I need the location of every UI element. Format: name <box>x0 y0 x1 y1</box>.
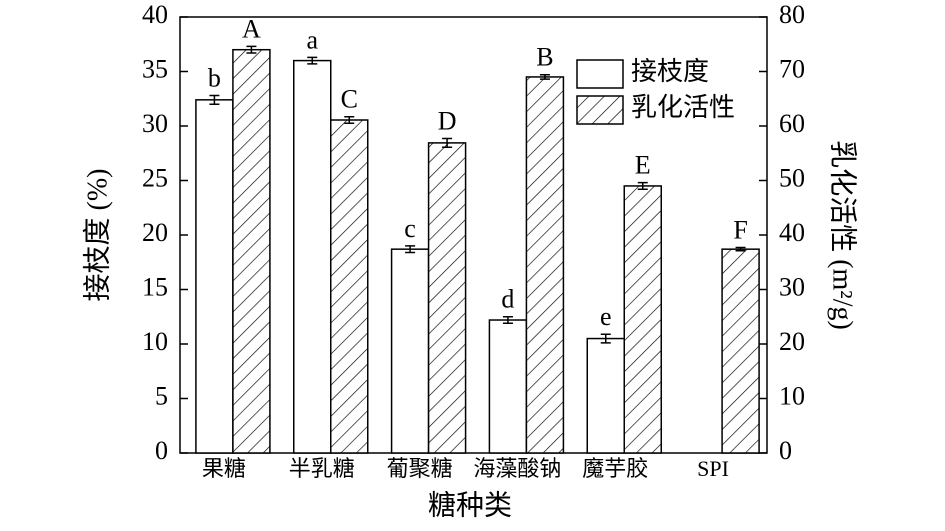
y2-axis-label: 乳化活性 (m²/g) <box>827 140 859 330</box>
bar <box>721 248 760 454</box>
error-bar <box>209 94 220 105</box>
bar <box>390 248 430 454</box>
bar <box>330 119 369 454</box>
y-tick-label: 35 <box>142 54 168 83</box>
y-tick-label: 20 <box>142 218 168 247</box>
y-tick-label: 10 <box>142 327 168 356</box>
significance-label: E <box>635 151 651 180</box>
x-tick-label: 海藻酸钠 <box>473 456 561 481</box>
bar <box>623 185 662 454</box>
bar <box>195 99 234 454</box>
y2-tick-label: 0 <box>779 436 792 465</box>
y-tick-label: 25 <box>142 163 168 192</box>
y2-tick-label: 30 <box>779 272 805 301</box>
error-bar <box>344 115 355 125</box>
significance-label: B <box>536 43 553 72</box>
x-tick-label: 果糖 <box>202 456 246 481</box>
error-bar <box>735 246 746 252</box>
y2-tick-label: 80 <box>779 0 805 29</box>
y-tick-label: 0 <box>155 436 168 465</box>
significance-label: e <box>600 302 612 331</box>
x-tick-label: 半乳糖 <box>289 456 355 481</box>
significance-label: d <box>501 285 514 314</box>
legend-swatch <box>576 95 624 125</box>
significance-label: D <box>438 107 457 136</box>
legend-swatch <box>576 59 624 89</box>
error-bar <box>246 45 257 54</box>
error-bar <box>600 333 611 344</box>
y-axis-label: 接枝度 (%) <box>81 169 113 302</box>
y2-tick-label: 10 <box>779 381 805 410</box>
significance-label: A <box>242 14 261 43</box>
x-tick-label: 魔芋胶 <box>582 456 648 481</box>
error-bar <box>539 74 550 80</box>
bar <box>586 337 625 454</box>
significance-label: C <box>341 85 358 114</box>
bar <box>293 59 332 454</box>
y2-tick-label: 70 <box>779 54 805 83</box>
y-tick-label: 30 <box>142 109 168 138</box>
x-tick-label: 葡聚糖 <box>387 456 453 481</box>
bar <box>427 142 467 454</box>
y2-tick-label: 20 <box>779 327 805 356</box>
error-bar <box>442 137 453 149</box>
y2-tick-label: 40 <box>779 218 805 247</box>
y2-tick-label: 50 <box>779 163 805 192</box>
x-axis-label: 糖种类 <box>428 489 512 521</box>
y-tick-label: 5 <box>155 381 168 410</box>
error-bar <box>307 56 318 65</box>
legend-label: 接枝度 <box>631 57 709 86</box>
significance-label: c <box>404 214 416 243</box>
bar <box>232 48 271 454</box>
y-tick-label: 15 <box>142 272 168 301</box>
y-tick-label: 40 <box>142 0 168 29</box>
significance-label: F <box>733 216 747 245</box>
bar <box>525 76 565 454</box>
error-bar <box>502 316 513 325</box>
error-bar <box>637 181 648 190</box>
bar <box>488 319 528 454</box>
y2-tick-label: 60 <box>779 109 805 138</box>
significance-label: a <box>306 25 318 54</box>
x-tick-label: SPI <box>697 456 729 481</box>
legend-label: 乳化活性 <box>631 93 735 122</box>
error-bar <box>405 245 416 254</box>
significance-label: b <box>208 63 221 92</box>
